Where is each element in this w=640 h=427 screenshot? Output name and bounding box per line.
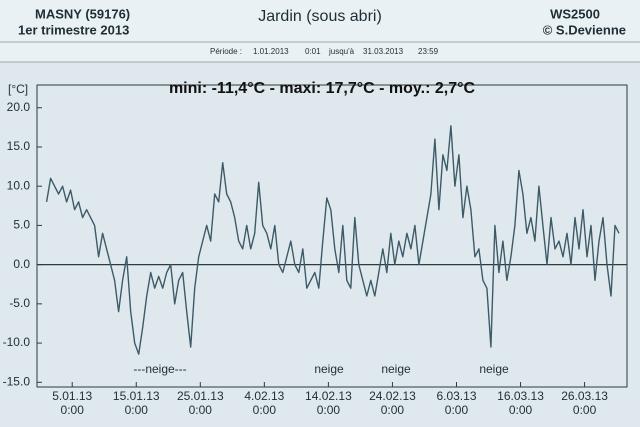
y-tick-label: 5.0 (13, 218, 30, 232)
period-end-date: 31.03.2013 (363, 47, 404, 56)
author: © S.Devienne (543, 22, 626, 37)
header-background (0, 0, 640, 62)
x-tick-label: 26.03.13 (561, 389, 608, 403)
x-tick-label: 4.02.13 (244, 389, 284, 403)
y-tick-label: 20.0 (7, 100, 31, 114)
x-tick-label: 0:00 (61, 403, 85, 417)
y-tick-label: -5.0 (9, 296, 30, 310)
x-tick-label: 14.02.13 (305, 389, 352, 403)
plot-frame (36, 84, 628, 388)
x-tick-label: 0:00 (189, 403, 213, 417)
subtitle: mini: -11,4°C - maxi: 17,7°C - moy.: 2,7… (169, 80, 476, 97)
x-tick-label: 0:00 (253, 403, 277, 417)
annotation: neige (479, 362, 509, 376)
x-tick-label: 15.01.13 (113, 389, 160, 403)
annotation: neige (381, 362, 411, 376)
x-tick-label: 16.03.13 (497, 389, 544, 403)
device: WS2500 (550, 6, 600, 21)
annotation: ---neige--- (133, 362, 186, 376)
period-label: Période : (210, 47, 242, 56)
y-axis-label: [°C] (8, 82, 28, 96)
y-tick-label: 15.0 (7, 139, 31, 153)
temperature-line (45, 125, 620, 355)
x-tick-label: 0:00 (125, 403, 149, 417)
x-tick-label: 6.03.13 (436, 389, 476, 403)
station: MASNY (59176) (35, 6, 130, 21)
period-until: jusqu'à (328, 47, 355, 56)
period-start-date: 1.01.2013 (253, 47, 289, 56)
x-tick-label: 0:00 (573, 403, 597, 417)
chart-title: Jardin (sous abri) (258, 8, 382, 25)
x-tick-label: 0:00 (445, 403, 469, 417)
y-tick-label: 10.0 (7, 178, 31, 192)
x-tick-label: 0:00 (509, 403, 533, 417)
period-name: 1er trimestre 2013 (18, 22, 129, 37)
y-tick-label: 0.0 (13, 257, 30, 271)
x-tick-label: 0:00 (381, 403, 405, 417)
period-end-time: 23:59 (418, 47, 439, 56)
x-tick-label: 5.01.13 (52, 389, 92, 403)
period-start-time: 0:01 (305, 47, 321, 56)
annotation: neige (314, 362, 344, 376)
x-tick-label: 25.01.13 (177, 389, 224, 403)
x-tick-label: 0:00 (317, 403, 341, 417)
y-tick-label: -15.0 (3, 374, 31, 388)
x-tick-label: 24.02.13 (369, 389, 416, 403)
y-tick-label: -10.0 (3, 335, 31, 349)
